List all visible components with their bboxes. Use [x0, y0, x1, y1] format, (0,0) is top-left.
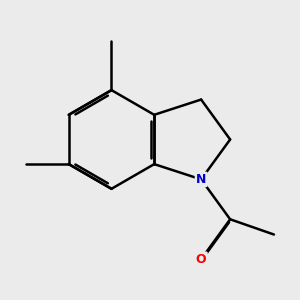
- Text: O: O: [196, 253, 206, 266]
- Text: N: N: [196, 173, 206, 186]
